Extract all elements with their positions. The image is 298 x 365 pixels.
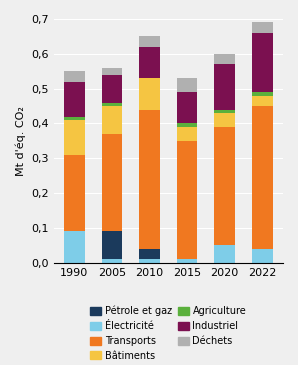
Bar (102, 103, 122, 106)
Bar (177, 141, 197, 259)
Bar (139, 259, 160, 263)
Bar (214, 110, 235, 113)
Bar (252, 33, 273, 92)
Bar (139, 78, 160, 110)
Bar (102, 106, 122, 134)
Bar (102, 68, 122, 75)
Bar (102, 75, 122, 103)
Bar (64, 120, 85, 155)
Bar (252, 23, 273, 33)
Bar (102, 259, 122, 263)
Bar (139, 36, 160, 47)
Bar (102, 134, 122, 231)
Bar (252, 106, 273, 249)
Bar (177, 127, 197, 141)
Bar (214, 113, 235, 127)
Bar (177, 92, 197, 123)
Bar (64, 82, 85, 116)
Bar (214, 54, 235, 64)
Bar (214, 245, 235, 263)
Bar (139, 47, 160, 78)
Bar (64, 116, 85, 120)
Legend: Pétrole et gaz, Électricité, Transports, Bâtiments, Agriculture, Industriel, Déc: Pétrole et gaz, Électricité, Transports,… (86, 302, 250, 365)
Bar (139, 110, 160, 249)
Bar (64, 71, 85, 82)
Bar (177, 78, 197, 92)
Bar (139, 249, 160, 259)
Bar (252, 96, 273, 106)
Bar (177, 123, 197, 127)
Bar (177, 259, 197, 263)
Bar (64, 155, 85, 231)
Bar (64, 231, 85, 263)
Bar (214, 127, 235, 245)
Y-axis label: Mt d'éq. CO₂: Mt d'éq. CO₂ (15, 106, 26, 176)
Bar (102, 231, 122, 259)
Bar (252, 249, 273, 263)
Bar (214, 64, 235, 110)
Bar (252, 92, 273, 96)
